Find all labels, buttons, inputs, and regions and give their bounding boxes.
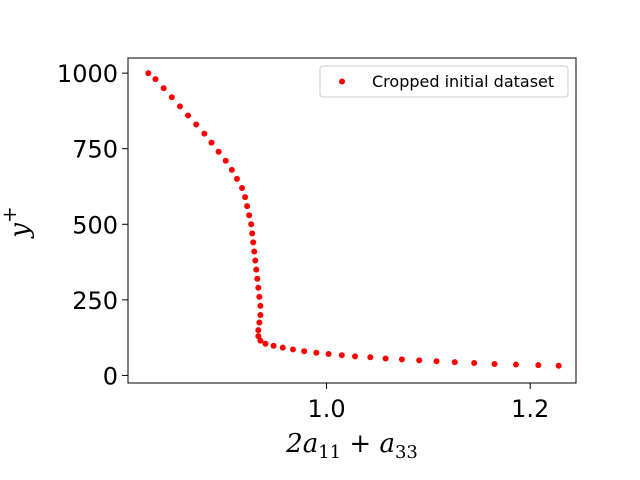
y-tick-label: 0 [103, 362, 118, 390]
data-point [250, 239, 257, 246]
data-point [398, 356, 405, 363]
data-point [257, 337, 264, 344]
legend: Cropped initial dataset [319, 65, 569, 98]
data-point [168, 94, 175, 101]
data-point [270, 342, 277, 349]
data-point [279, 344, 286, 351]
data-point [512, 361, 519, 368]
x-axis-label: 2a11 + a33 [285, 429, 418, 463]
data-point [246, 212, 253, 219]
data-point [233, 175, 240, 182]
y-axis: 0 250 500 750 1000 [57, 60, 128, 390]
data-point [228, 166, 235, 173]
data-point [367, 354, 374, 361]
data-point [252, 257, 259, 264]
data-series [145, 70, 562, 369]
data-point [535, 362, 542, 369]
data-point [242, 194, 249, 201]
data-point [254, 275, 261, 282]
data-point [248, 221, 255, 228]
plot-frame [127, 57, 577, 384]
data-point [382, 355, 389, 362]
data-point [262, 340, 269, 347]
data-point [185, 112, 192, 119]
data-point [256, 319, 263, 326]
x-tick-label: 1.0 [307, 395, 345, 423]
data-point [555, 362, 562, 369]
data-point [491, 360, 498, 367]
y-tick-label: 250 [72, 287, 118, 315]
data-point [325, 350, 332, 357]
data-point [257, 311, 264, 318]
data-point [338, 352, 345, 359]
data-point [313, 349, 320, 356]
data-point [471, 360, 478, 367]
legend-marker [339, 78, 345, 85]
data-point [416, 357, 423, 364]
x-tick-label: 1.2 [511, 395, 549, 423]
y-tick-label: 1000 [57, 60, 118, 88]
data-point [176, 103, 183, 110]
data-point [257, 302, 264, 309]
x-axis: 1.0 1.2 [307, 383, 549, 423]
data-point [253, 266, 260, 273]
data-point [255, 333, 262, 340]
legend-box [319, 65, 569, 98]
data-point [301, 348, 308, 355]
legend-label: Cropped initial dataset [372, 72, 554, 91]
data-point [208, 139, 215, 146]
data-point [451, 359, 458, 366]
y-tick-label: 500 [72, 211, 118, 239]
data-point [152, 76, 159, 83]
data-point [145, 70, 152, 77]
data-point [289, 346, 296, 353]
data-point [352, 353, 359, 360]
y-tick-label: 750 [72, 136, 118, 164]
data-point [215, 148, 222, 155]
data-point [193, 121, 200, 128]
data-point [255, 284, 262, 291]
data-point [249, 230, 256, 237]
data-point [244, 203, 251, 210]
data-point [433, 358, 440, 365]
data-point [160, 85, 167, 92]
data-point [256, 293, 263, 300]
data-point [222, 157, 229, 164]
y-axis-label: y+ [0, 206, 35, 238]
data-point [251, 248, 258, 255]
data-point [201, 130, 208, 137]
data-point [239, 185, 246, 191]
data-point [255, 327, 262, 334]
